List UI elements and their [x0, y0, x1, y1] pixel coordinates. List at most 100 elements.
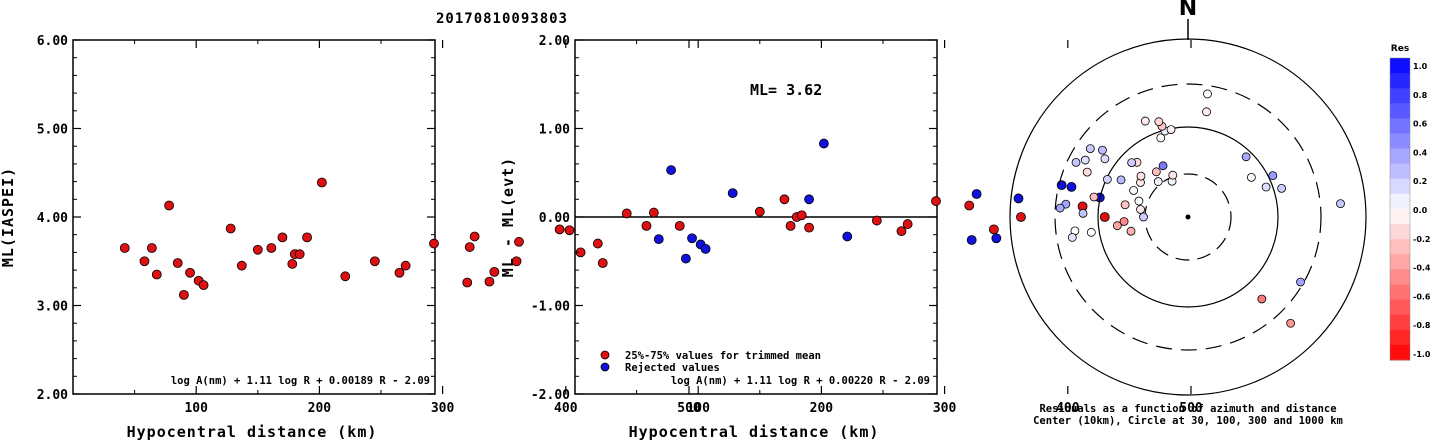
station-point	[1071, 157, 1081, 167]
colorbar-tick-label: -1.0	[1413, 350, 1431, 359]
y-tick-label: 2.00	[37, 388, 68, 403]
panel2-formula: log A(nm) + 1.11 log R + 0.00220 R - 2.0…	[671, 375, 930, 387]
station-point	[1257, 294, 1267, 304]
data-point	[119, 243, 130, 253]
panel1-points	[119, 177, 608, 300]
polar-caption-line1: Residuals as a function of azimuth and d…	[1039, 403, 1336, 415]
y-tick-label: 2.00	[539, 34, 570, 49]
data-point	[988, 224, 999, 235]
north-label: N	[1179, 0, 1197, 21]
y-tick-label: 1.00	[539, 123, 570, 138]
data-point	[462, 277, 473, 288]
data-point	[641, 220, 652, 231]
figure-title: 20170810093803	[436, 11, 568, 27]
colorbar-tick-label: -0.4	[1413, 264, 1431, 273]
colorbar-swatch	[1390, 58, 1410, 74]
data-point	[146, 243, 157, 253]
x-tick-label: 300	[933, 401, 957, 416]
station-point	[1100, 154, 1110, 164]
x-tick-label: 400	[554, 401, 578, 416]
data-point	[429, 238, 439, 249]
data-point	[316, 177, 327, 188]
station-point	[1140, 116, 1150, 126]
station-point	[1261, 182, 1271, 192]
data-point	[287, 259, 298, 269]
data-point	[252, 244, 263, 255]
station-point	[1067, 233, 1077, 242]
epicenter-marker	[1185, 214, 1191, 220]
y-tick-label: 6.00	[37, 34, 68, 49]
station-point	[1286, 318, 1296, 328]
data-point	[687, 233, 697, 244]
colorbar-swatch	[1390, 193, 1410, 210]
panel2-points	[621, 138, 1110, 264]
colorbar-swatch	[1390, 148, 1410, 165]
colorbar-swatch	[1390, 178, 1410, 195]
colorbar-ticks: 1.0 0.8 0.6 0.4 0.2 0.0 -0.2 -0.4 -0.6 -0.8 -1.0	[1413, 62, 1431, 359]
data-point	[796, 210, 807, 221]
station-point	[1151, 167, 1161, 177]
panel1-frame	[72, 39, 436, 395]
data-point	[1016, 212, 1026, 222]
colorbar-frame	[1389, 57, 1411, 361]
station-point	[1268, 171, 1278, 181]
colorbar-swatch	[1390, 284, 1410, 301]
colorbar-swatch	[1390, 299, 1410, 316]
data-point	[785, 220, 796, 231]
colorbar-swatch	[1390, 269, 1410, 285]
data-point	[964, 200, 975, 211]
data-point	[680, 253, 691, 264]
station-point	[1089, 192, 1099, 202]
colorbar-swatch	[1390, 133, 1410, 150]
data-point	[564, 225, 575, 236]
station-point	[1080, 155, 1090, 165]
legend-blue-marker	[600, 362, 610, 372]
data-point	[666, 165, 676, 175]
data-point	[340, 271, 351, 282]
y-tick-label: 5.00	[37, 123, 68, 138]
data-point	[931, 196, 941, 206]
station-point	[1136, 205, 1145, 214]
data-point	[1066, 182, 1077, 192]
x-tick-label: 400	[1056, 401, 1080, 416]
data-point	[648, 207, 659, 218]
station-point	[1102, 174, 1112, 184]
data-point	[469, 231, 480, 242]
colorbar-swatch	[1390, 73, 1410, 89]
colorbar-swatch	[1390, 88, 1410, 104]
colorbar-swatch	[1390, 209, 1410, 225]
colorbar-swatch	[1390, 118, 1410, 134]
data-point	[464, 242, 475, 252]
panel2-x-axis-label: Hypocentral distance (km)	[629, 423, 880, 441]
data-point	[400, 260, 411, 271]
station-point	[1086, 227, 1096, 237]
data-point	[139, 256, 150, 267]
station-point	[1296, 277, 1305, 287]
panel2-y-axis-label: ML - ML(evt)	[499, 157, 517, 277]
data-point	[172, 258, 183, 268]
data-point	[484, 276, 495, 287]
data-point	[804, 194, 814, 205]
data-point	[164, 200, 174, 211]
data-point	[592, 238, 603, 249]
data-point	[151, 269, 162, 280]
data-point	[966, 235, 977, 245]
legend-rejected: Rejected values	[625, 362, 720, 374]
x-tick-label: 500	[1179, 401, 1203, 416]
y-tick-label: 3.00	[37, 300, 68, 315]
station-point	[1082, 167, 1092, 177]
colorbar-tick-label: 0.8	[1413, 91, 1428, 100]
data-point	[896, 226, 907, 237]
data-point	[1099, 212, 1110, 222]
panel-ml-residual: -2.00 -1.00 0.00 1.00 2.00 100 200 300 400 500 ML…	[499, 34, 1203, 441]
x-tick-label: 100	[184, 401, 208, 416]
colorbar-tick-label: 0.6	[1413, 120, 1428, 129]
station-point	[1127, 158, 1137, 167]
station-point	[1156, 133, 1166, 143]
x-tick-label: 500	[677, 401, 701, 416]
station-point	[1139, 212, 1148, 222]
polar-points	[1055, 89, 1345, 328]
data-point	[198, 280, 209, 291]
station-point	[1126, 226, 1136, 236]
colorbar-tick-label: 0.2	[1413, 177, 1427, 186]
